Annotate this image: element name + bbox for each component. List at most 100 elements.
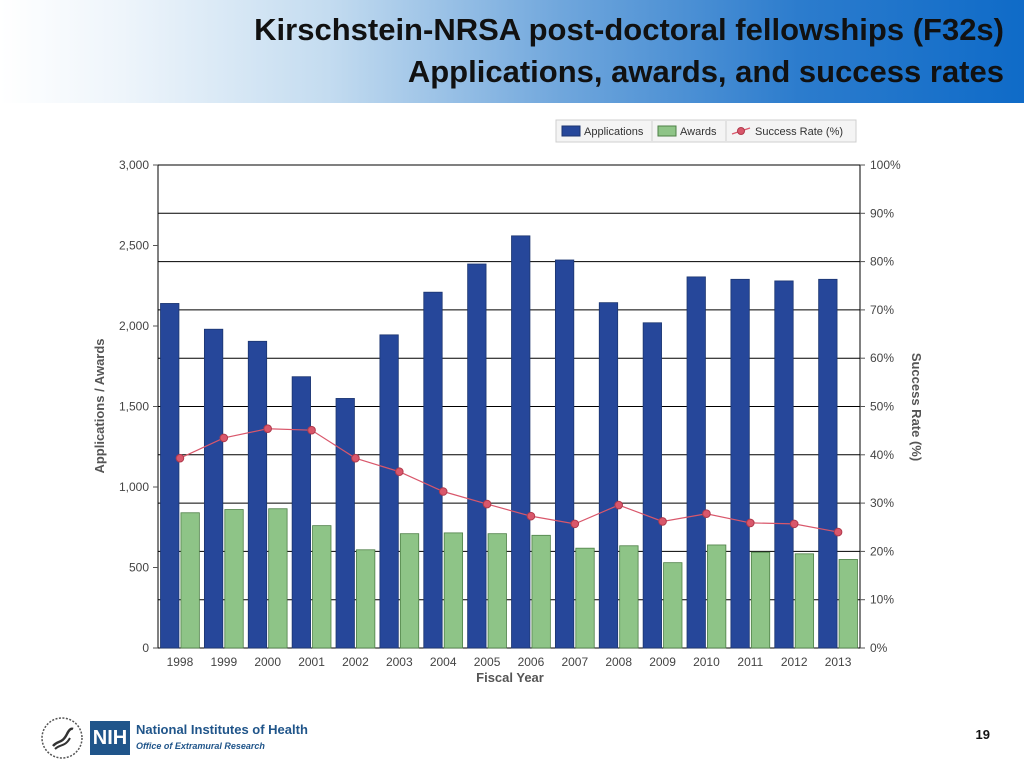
success-rate-point <box>482 499 492 509</box>
legend-swatch-success-marker <box>737 127 745 135</box>
success-rate-point <box>614 500 623 510</box>
title-banner: Kirschstein-NRSA post-doctoral fellowshi… <box>0 0 1024 103</box>
y-tick-label: 500 <box>129 561 149 575</box>
y2-tick-label: 90% <box>870 206 894 220</box>
success-rate-point <box>789 519 799 529</box>
bar-applications <box>203 328 224 649</box>
bar-applications <box>423 291 443 649</box>
bar-applications <box>467 263 487 649</box>
chart-legend: Applications Awards Success Rate (%) <box>555 119 857 143</box>
x-tick-label: 1999 <box>210 655 237 669</box>
page-number: 19 <box>975 727 990 742</box>
nih-footer-logo: NIH National Institutes of Health Office… <box>40 716 340 760</box>
x-tick-label: 1998 <box>167 655 194 669</box>
bar-awards <box>356 549 376 649</box>
bar-awards <box>663 562 683 649</box>
y-axis-title: Applications / Awards <box>92 338 107 473</box>
bar-awards <box>180 512 200 649</box>
bar-awards <box>838 559 858 649</box>
x-tick-label: 2013 <box>825 655 852 669</box>
x-tick-label: 2003 <box>386 655 413 669</box>
bar-awards <box>575 547 595 649</box>
x-tick-label: 2008 <box>605 655 632 669</box>
y-tick-label: 3,000 <box>119 158 149 172</box>
axis-layer: 0 500 1,000 1,500 2,000 2,500 3,000 0% 10% 20% 30%… <box>119 158 901 669</box>
slide-title-line-2: Applications, awards, and success rates <box>407 54 1004 89</box>
x-tick-label: 2011 <box>737 655 763 669</box>
bar-awards <box>794 553 815 649</box>
x-tick-label: 2006 <box>518 655 545 669</box>
bar-applications <box>511 235 531 649</box>
y2-tick-label: 100% <box>870 158 901 172</box>
x-tick-label: 2012 <box>781 655 808 669</box>
y2-tick-label: 80% <box>870 255 894 269</box>
legend-frame <box>555 119 857 143</box>
bars-layer <box>160 235 858 649</box>
bar-applications <box>818 278 838 649</box>
y2-tick-label: 20% <box>870 544 894 558</box>
bar-applications <box>730 278 750 649</box>
x-axis-title: Fiscal Year <box>476 670 544 685</box>
x-tick-label: 2001 <box>298 655 325 669</box>
bar-awards <box>268 508 288 649</box>
success-rate-point <box>702 509 711 519</box>
legend-swatch-awards <box>657 125 677 137</box>
bar-applications <box>335 398 355 649</box>
bar-awards <box>619 545 639 649</box>
x-tick-label: 2009 <box>649 655 676 669</box>
y2-tick-label: 70% <box>870 303 894 317</box>
bar-awards <box>531 534 551 649</box>
bar-awards <box>443 532 464 649</box>
bar-applications <box>291 376 311 649</box>
y2-tick-label: 30% <box>870 496 894 510</box>
x-tick-label: 2000 <box>254 655 281 669</box>
y2-tick-label: 50% <box>870 400 894 414</box>
success-rate-line <box>179 428 839 533</box>
bar-applications <box>598 302 619 649</box>
x-tick-label: 2002 <box>342 655 369 669</box>
y2-tick-label: 0% <box>870 641 888 655</box>
x-tick-label: 2005 <box>474 655 501 669</box>
y-tick-label: 2,500 <box>119 239 149 253</box>
y-tick-label: 1,000 <box>119 480 149 494</box>
y2-tick-label: 60% <box>870 351 894 365</box>
x-tick-label: 2007 <box>561 655 588 669</box>
x-tick-label: 2010 <box>693 655 720 669</box>
success-rate-point <box>263 424 272 434</box>
bar-applications <box>379 334 399 649</box>
bar-awards <box>399 533 420 649</box>
y2-tick-label: 40% <box>870 448 894 462</box>
bar-applications <box>686 276 706 649</box>
legend-label-applications: Applications <box>584 126 644 138</box>
y-tick-label: 1,500 <box>119 400 149 414</box>
y-tick-label: 2,000 <box>119 319 149 333</box>
nih-abbrev-box: NIH <box>90 721 130 755</box>
success-rate-point <box>438 487 448 496</box>
hhs-seal-icon <box>41 717 83 759</box>
bar-awards <box>707 544 727 649</box>
success-rate-point <box>658 517 667 526</box>
slide-title-line-1: Kirschstein-NRSA post-doctoral fellowshi… <box>254 12 1004 47</box>
y-tick-label: 0 <box>142 641 149 655</box>
nih-org-name: National Institutes of Health <box>136 722 308 737</box>
legend-label-success-rate: Success Rate (%) <box>755 126 843 138</box>
bar-applications <box>642 322 662 649</box>
success-rate-point <box>746 518 755 528</box>
bar-awards <box>224 509 244 649</box>
bar-awards <box>487 533 507 649</box>
success-rate-point <box>570 519 580 529</box>
x-tick-label: 2004 <box>430 655 457 669</box>
nih-office-name: Office of Extramural Research <box>136 741 265 751</box>
success-rate-point <box>307 425 316 435</box>
bar-awards <box>750 551 771 649</box>
success-rate-point <box>175 453 185 463</box>
success-rate-point <box>833 527 843 537</box>
y2-tick-label: 10% <box>870 593 894 607</box>
bar-awards <box>312 525 332 649</box>
bar-applications <box>247 340 268 649</box>
success-rate-point <box>219 433 229 443</box>
success-rate-point <box>526 511 536 521</box>
bar-applications <box>774 280 794 649</box>
bar-applications <box>554 259 575 649</box>
